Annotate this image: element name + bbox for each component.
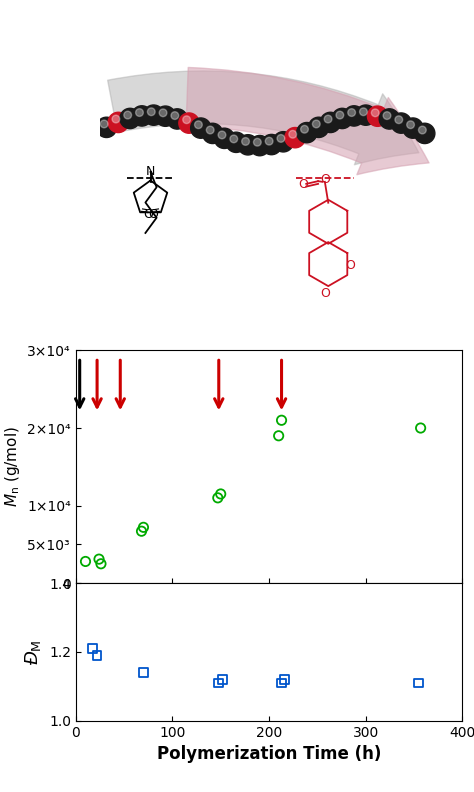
Circle shape xyxy=(108,112,128,132)
Circle shape xyxy=(147,108,155,116)
Circle shape xyxy=(218,131,226,139)
Circle shape xyxy=(336,111,344,119)
Point xyxy=(215,676,223,689)
Circle shape xyxy=(312,120,320,128)
Circle shape xyxy=(167,109,187,129)
Point xyxy=(219,673,227,686)
Circle shape xyxy=(277,135,285,143)
Point xyxy=(93,649,101,662)
Circle shape xyxy=(419,126,426,134)
Circle shape xyxy=(242,138,249,145)
Y-axis label: $M_{\mathrm{n}}$ (g/mol): $M_{\mathrm{n}}$ (g/mol) xyxy=(3,426,22,508)
Circle shape xyxy=(360,108,367,116)
Circle shape xyxy=(379,109,400,129)
Circle shape xyxy=(301,125,309,133)
Text: N: N xyxy=(146,165,155,177)
Point xyxy=(82,555,89,568)
Point xyxy=(278,676,285,689)
Circle shape xyxy=(320,112,341,132)
Circle shape xyxy=(344,106,364,126)
Circle shape xyxy=(254,139,261,146)
Point xyxy=(89,642,96,655)
Text: O: O xyxy=(320,287,330,300)
Circle shape xyxy=(179,113,199,133)
Circle shape xyxy=(120,109,140,128)
Circle shape xyxy=(265,137,273,145)
Point xyxy=(217,488,225,501)
Circle shape xyxy=(249,135,270,156)
Circle shape xyxy=(289,131,297,138)
Point xyxy=(140,521,147,534)
Circle shape xyxy=(356,105,376,125)
Circle shape xyxy=(124,111,132,119)
Circle shape xyxy=(407,121,414,128)
Circle shape xyxy=(226,132,246,152)
Y-axis label: $\it{\DH}_{\mathrm{M}}$: $\it{\DH}_{\mathrm{M}}$ xyxy=(23,639,44,664)
Text: O: O xyxy=(148,208,158,220)
Circle shape xyxy=(297,123,317,143)
Circle shape xyxy=(194,121,202,128)
X-axis label: Polymerization Time (h): Polymerization Time (h) xyxy=(157,745,381,763)
Circle shape xyxy=(273,131,293,152)
Circle shape xyxy=(159,109,167,116)
Point xyxy=(97,558,105,570)
Circle shape xyxy=(415,124,435,143)
Text: O: O xyxy=(346,259,355,272)
Circle shape xyxy=(214,128,235,148)
Circle shape xyxy=(202,124,223,143)
Circle shape xyxy=(155,106,175,127)
Point xyxy=(138,525,146,538)
Circle shape xyxy=(391,113,411,133)
Circle shape xyxy=(383,112,391,120)
Text: O: O xyxy=(298,178,308,191)
Circle shape xyxy=(238,135,258,155)
Text: O: O xyxy=(143,208,153,220)
Text: O: O xyxy=(320,173,330,186)
Circle shape xyxy=(100,120,108,128)
Circle shape xyxy=(96,117,117,138)
Circle shape xyxy=(136,109,143,116)
Circle shape xyxy=(183,116,191,124)
Circle shape xyxy=(261,135,282,154)
Circle shape xyxy=(206,126,214,134)
FancyArrowPatch shape xyxy=(108,71,419,165)
Circle shape xyxy=(348,109,356,116)
Circle shape xyxy=(371,109,379,116)
Point xyxy=(278,414,285,427)
Point xyxy=(417,421,424,434)
Circle shape xyxy=(395,116,402,124)
Circle shape xyxy=(309,117,329,138)
Circle shape xyxy=(285,128,305,148)
Point xyxy=(275,429,283,442)
FancyArrowPatch shape xyxy=(186,67,429,175)
Circle shape xyxy=(144,105,164,125)
Circle shape xyxy=(367,106,388,127)
Point xyxy=(95,553,103,565)
Circle shape xyxy=(230,135,237,143)
Circle shape xyxy=(132,106,152,126)
Circle shape xyxy=(171,112,179,120)
Circle shape xyxy=(403,118,423,139)
Circle shape xyxy=(191,118,211,139)
Point xyxy=(214,492,222,505)
Circle shape xyxy=(332,109,352,128)
Circle shape xyxy=(324,115,332,123)
Point xyxy=(140,666,147,679)
Circle shape xyxy=(112,115,120,123)
Point xyxy=(415,676,422,689)
Point xyxy=(281,673,288,686)
